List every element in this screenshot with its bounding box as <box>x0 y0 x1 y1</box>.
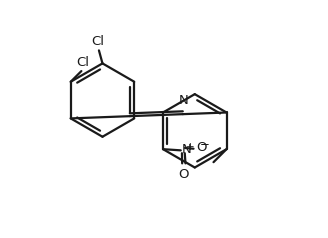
Text: O: O <box>178 168 189 181</box>
Text: −: − <box>200 138 210 151</box>
Text: N: N <box>182 143 192 156</box>
Text: Cl: Cl <box>91 35 104 49</box>
Text: Cl: Cl <box>76 56 89 69</box>
Text: +: + <box>186 142 195 152</box>
Text: O: O <box>196 140 206 154</box>
Text: N: N <box>179 94 189 107</box>
